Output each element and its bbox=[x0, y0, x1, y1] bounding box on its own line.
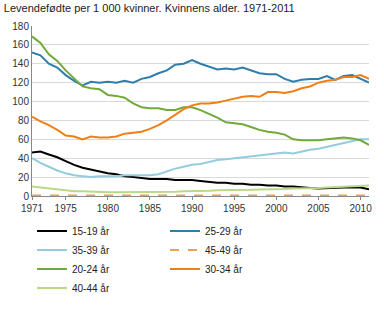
svg-text:120: 120 bbox=[12, 77, 29, 88]
svg-text:2010: 2010 bbox=[349, 203, 372, 214]
svg-text:45-49 år: 45-49 år bbox=[205, 245, 243, 256]
svg-text:25-29 år: 25-29 år bbox=[205, 226, 243, 237]
svg-text:60: 60 bbox=[18, 134, 30, 145]
svg-text:20: 20 bbox=[18, 172, 30, 183]
svg-text:15-19 år: 15-19 år bbox=[72, 226, 110, 237]
svg-text:100: 100 bbox=[12, 96, 29, 107]
svg-text:2000: 2000 bbox=[265, 203, 288, 214]
svg-text:1975: 1975 bbox=[55, 203, 78, 214]
svg-text:35-39 år: 35-39 år bbox=[72, 245, 110, 256]
svg-text:40-44 år: 40-44 år bbox=[72, 283, 110, 294]
svg-text:160: 160 bbox=[12, 39, 29, 50]
svg-text:2005: 2005 bbox=[307, 203, 330, 214]
svg-text:20-24 år: 20-24 år bbox=[72, 264, 110, 275]
svg-text:140: 140 bbox=[12, 58, 29, 69]
svg-text:1971: 1971 bbox=[21, 203, 44, 214]
svg-text:1980: 1980 bbox=[97, 203, 120, 214]
svg-text:180: 180 bbox=[12, 21, 29, 32]
svg-text:1985: 1985 bbox=[139, 203, 162, 214]
svg-text:1995: 1995 bbox=[223, 203, 246, 214]
svg-text:30-34 år: 30-34 år bbox=[205, 264, 243, 275]
svg-text:80: 80 bbox=[18, 115, 30, 126]
svg-text:1990: 1990 bbox=[181, 203, 204, 214]
svg-text:0: 0 bbox=[23, 191, 29, 202]
svg-text:40: 40 bbox=[18, 153, 30, 164]
svg-text:Levendefødte per 1 000 kvinner: Levendefødte per 1 000 kvinner. Kvinnens… bbox=[4, 2, 295, 14]
